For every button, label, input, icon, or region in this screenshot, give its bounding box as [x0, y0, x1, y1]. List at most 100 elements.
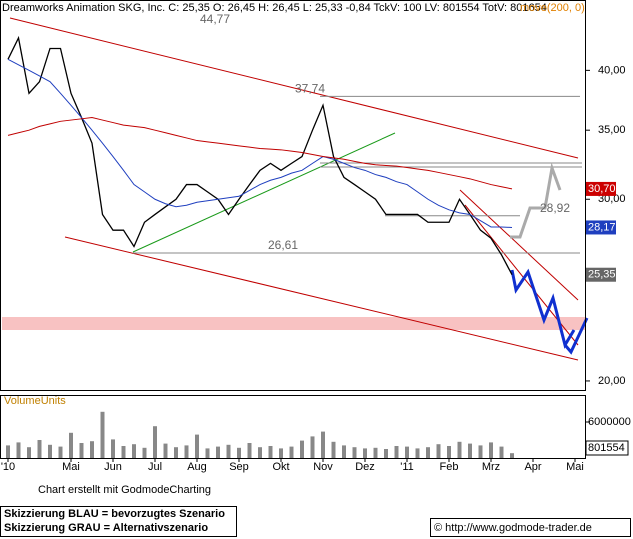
legend-blue: Skizzierung BLAU = bevorzugtes Szenario [4, 508, 225, 520]
volume-bar [226, 444, 231, 458]
annotation: 37,74 [295, 82, 325, 96]
volume-bar [100, 411, 105, 458]
volume-bar [6, 445, 10, 458]
x-tick-label: Feb [440, 461, 459, 473]
source: © http://www.godmode-trader.de [434, 522, 592, 534]
volume-bar [499, 446, 504, 458]
volume-bar [300, 440, 304, 458]
volume-bar [27, 447, 31, 458]
volume-bar [174, 447, 178, 458]
volume-bar [247, 443, 252, 458]
legend-box [0, 506, 237, 537]
volume-bar [184, 445, 189, 458]
x-tick-label: '10 [1, 461, 15, 473]
series-line [7, 117, 513, 190]
volume-bar [237, 447, 241, 458]
x-tick-label: Mai [62, 461, 80, 473]
trend-line [9, 17, 579, 159]
volume-bar [258, 447, 262, 458]
series-line [7, 35, 513, 276]
plot-frame [0, 0, 586, 391]
volume-bar [48, 444, 52, 458]
trend-line [459, 189, 579, 301]
volume-bar [436, 444, 441, 458]
price-tag [586, 220, 616, 235]
volume-bar [415, 448, 420, 458]
price-tag-label: 28,17 [588, 221, 616, 233]
annotation: 26,61 [268, 238, 298, 252]
volume-bar [111, 439, 115, 458]
volume-tag [585, 440, 629, 456]
price-tag [586, 267, 616, 282]
chart-title: Dreamworks Animation SKG, Inc. C: 25,35 … [2, 2, 547, 14]
volume-bar [342, 445, 346, 458]
x-tick-label: Sep [229, 461, 249, 473]
x-tick-label: Jul [148, 461, 162, 473]
volume-bar [268, 446, 273, 458]
volume-bar [142, 447, 147, 458]
trend-line [64, 236, 579, 361]
scenario-gray [510, 162, 562, 239]
volume-tag-label: 801554 [588, 442, 625, 454]
volume-bar [132, 444, 136, 458]
volume-bar [447, 446, 451, 458]
x-tick-label: Jun [104, 461, 122, 473]
x-tick-label: Mrz [482, 461, 500, 473]
volume-bar [153, 426, 157, 458]
volume-bar [426, 447, 430, 458]
y-tick-label: 30,00 [598, 193, 626, 205]
volume-bar [373, 447, 378, 458]
volume-bar [321, 431, 325, 458]
volume-bar [310, 436, 315, 458]
volume-bar [384, 449, 388, 458]
y-tick-label: 40,00 [598, 64, 626, 76]
x-tick-label: '11 [400, 461, 414, 473]
price-tag-label: 30,70 [588, 183, 616, 195]
volume-bar [195, 434, 199, 458]
source-box [430, 518, 631, 537]
x-tick-label: Okt [272, 461, 289, 473]
scenario-blue [563, 317, 589, 355]
volume-bar [69, 432, 73, 458]
series-line [7, 58, 513, 228]
volume-bar [289, 446, 294, 458]
volume-bar [163, 443, 168, 458]
credit: Chart erstellt mit GodmodeCharting [38, 484, 211, 496]
volume-bar [478, 445, 483, 458]
price-tag [586, 181, 616, 196]
volume-bar [363, 448, 367, 458]
volume-bar [16, 442, 21, 458]
volume-bar [405, 446, 409, 458]
volume-bar [279, 448, 283, 458]
price-tag-label: 25,35 [588, 269, 616, 281]
x-tick-label: Aug [187, 461, 207, 473]
volume-bar [216, 446, 220, 458]
x-tick-label: Apr [524, 461, 541, 473]
y-tick-label: 20,00 [598, 375, 626, 387]
volume-bar [121, 446, 126, 458]
volume-bar [352, 447, 357, 458]
x-tick-label: Nov [313, 461, 333, 473]
volume-bar [37, 440, 42, 458]
volume-title: VolumeUnits [4, 395, 66, 407]
annotation: 44,77 [200, 12, 230, 26]
volume-bar [510, 453, 514, 458]
x-tick-label: Dez [355, 461, 375, 473]
volume-bar [457, 441, 462, 458]
volume-bar [205, 448, 210, 458]
volume-bar [394, 446, 399, 458]
volume-bar [331, 441, 336, 458]
volume-bar [489, 442, 493, 458]
annotation: 28,92 [540, 201, 570, 215]
volume-frame [0, 395, 586, 459]
volume-tick-label: 6000000 [588, 416, 631, 428]
trend-line [132, 132, 396, 253]
x-tick-label: Mai [566, 461, 584, 473]
volume-bar [468, 443, 472, 458]
chart-subtitle: move(200, 0) [520, 2, 585, 14]
volume-bar [90, 441, 94, 458]
y-tick-label: 35,00 [598, 124, 626, 136]
volume-bar [79, 443, 84, 458]
